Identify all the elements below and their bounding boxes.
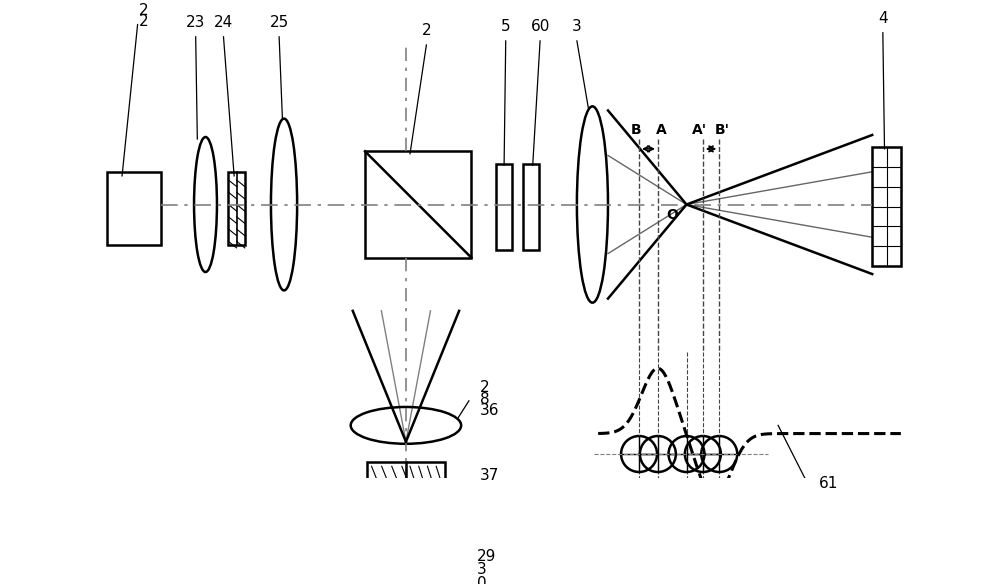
Bar: [228, 172, 245, 245]
Bar: [496, 164, 512, 249]
Text: 2: 2: [480, 380, 489, 395]
Text: 0: 0: [477, 576, 487, 584]
Text: B': B': [715, 123, 730, 137]
Text: 36: 36: [480, 403, 499, 418]
Text: 5: 5: [501, 19, 511, 34]
Text: 25: 25: [270, 15, 289, 30]
Text: 29: 29: [477, 550, 496, 565]
Text: 2: 2: [139, 15, 149, 29]
Text: 23: 23: [186, 15, 205, 30]
Text: 37: 37: [480, 468, 499, 482]
Text: A': A': [692, 123, 707, 137]
Text: B: B: [630, 123, 641, 137]
Bar: [367, 462, 445, 491]
Bar: [523, 164, 539, 249]
Text: 4: 4: [878, 11, 888, 26]
Bar: [107, 172, 161, 245]
Bar: [349, 561, 463, 584]
Text: 24: 24: [214, 15, 233, 30]
Text: 61: 61: [819, 476, 838, 491]
Text: 2: 2: [422, 23, 431, 39]
Text: 3: 3: [477, 562, 487, 577]
Bar: [365, 151, 471, 258]
Bar: [872, 147, 901, 266]
Text: A: A: [656, 123, 667, 137]
Text: 60: 60: [530, 19, 550, 34]
Text: O: O: [666, 208, 678, 222]
Text: 8: 8: [480, 391, 489, 406]
Text: 2: 2: [139, 3, 149, 18]
Text: 3: 3: [572, 19, 582, 34]
